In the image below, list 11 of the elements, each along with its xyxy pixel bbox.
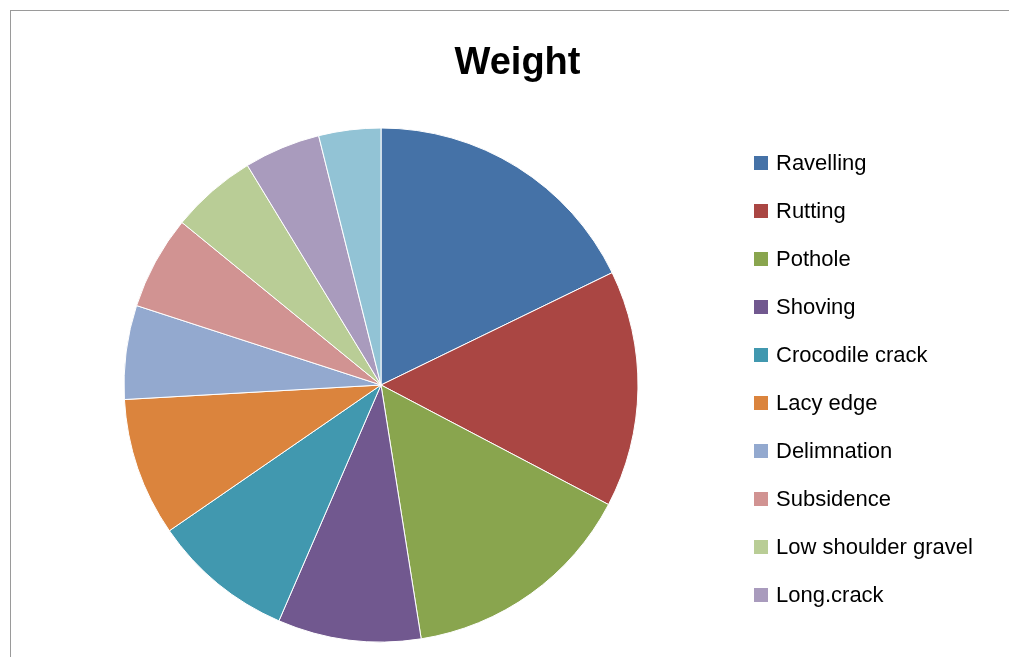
chart-title: Weight xyxy=(453,40,582,83)
legend-label: Subsidence xyxy=(776,486,891,512)
legend-label: Long.crack xyxy=(776,582,884,608)
legend-label: Delimnation xyxy=(776,438,893,464)
legend-label: Pothole xyxy=(776,246,851,272)
legend-label: Lacy edge xyxy=(776,390,878,416)
legend-label: Shoving xyxy=(776,294,856,320)
legend-label: Crocodile crack xyxy=(776,342,928,368)
legend-label: Low shoulder gravel xyxy=(776,534,973,560)
legend-label: Rutting xyxy=(776,198,846,224)
legend-label: Ravelling xyxy=(776,150,867,176)
